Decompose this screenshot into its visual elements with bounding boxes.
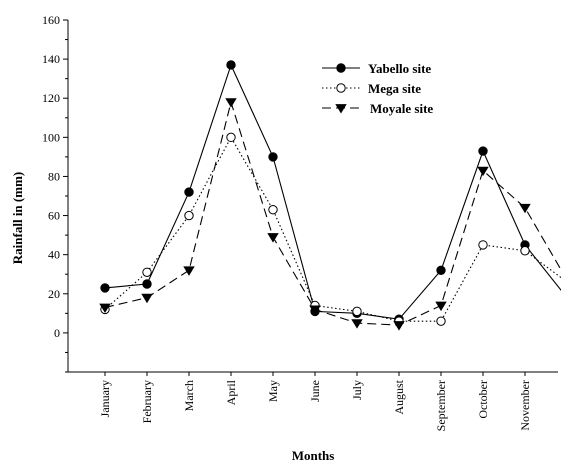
marker-filled-circle — [478, 146, 488, 156]
y-tick-label: 100 — [42, 130, 60, 144]
x-axis-title: Months — [292, 448, 335, 461]
x-tick-label: July — [350, 380, 364, 400]
marker-open-circle — [478, 240, 488, 250]
marker-open-circle — [520, 246, 530, 256]
y-axis-title: Rainfall in (mm) — [10, 172, 25, 264]
x-tick-label: April — [224, 379, 238, 405]
marker-open-circle — [352, 306, 362, 317]
data-series — [99, 60, 561, 331]
x-tick-label: June — [308, 380, 322, 402]
y-tick-label: 80 — [48, 169, 60, 183]
marker-filled-circle — [100, 283, 110, 293]
x-tick-label: November — [518, 380, 532, 431]
x-tick-label: May — [266, 380, 280, 402]
marker-triangle-down — [309, 305, 321, 315]
legend-label: Moyale site — [370, 101, 433, 116]
series-line — [104, 136, 561, 322]
x-tick-label: January — [98, 380, 112, 417]
y-tick-label: 60 — [48, 209, 60, 223]
legend-label: Yabello site — [368, 61, 431, 76]
marker-filled-circle — [336, 63, 346, 73]
series-line — [104, 63, 561, 320]
x-tick-label: August — [392, 379, 406, 414]
y-tick-label: 0 — [54, 326, 60, 340]
marker-open-circle — [268, 204, 278, 215]
marker-triangle-down — [335, 104, 347, 114]
marker-open-circle — [226, 132, 236, 143]
marker-triangle-down — [393, 321, 405, 331]
marker-filled-circle — [436, 265, 446, 276]
legend-label: Mega site — [368, 81, 421, 96]
marker-triangle-down — [351, 319, 363, 329]
x-tick-label: October — [476, 380, 490, 419]
marker-filled-circle — [268, 152, 278, 162]
y-axis-ticks: 0 20 40 60 80 100 120 140 160 — [42, 13, 68, 373]
x-axis-ticks: January February March April May June July Augu… — [98, 372, 561, 431]
marker-triangle-down — [99, 303, 111, 314]
marker-open-circle — [142, 267, 152, 277]
series-yabello-site — [100, 60, 561, 324]
marker-open-circle — [436, 316, 446, 326]
marker-triangle-down — [267, 233, 279, 243]
series-mega-site — [100, 132, 561, 326]
y-tick-label: 140 — [42, 52, 60, 66]
marker-triangle-down — [477, 166, 489, 177]
y-tick-label: 120 — [42, 91, 60, 105]
marker-filled-circle — [184, 187, 194, 197]
marker-triangle-down — [183, 266, 195, 276]
x-tick-label: September — [434, 380, 448, 431]
marker-filled-circle — [226, 60, 236, 70]
marker-triangle-down — [225, 98, 237, 108]
marker-triangle-down — [519, 203, 531, 214]
legend: Yabello site Mega site Moyale site — [322, 61, 433, 116]
marker-open-circle — [336, 83, 346, 93]
marker-triangle-down — [141, 293, 153, 304]
series-line — [104, 100, 561, 326]
y-tick-label: 40 — [48, 248, 60, 262]
y-tick-label: 160 — [42, 13, 60, 27]
axes — [67, 20, 558, 373]
series-moyale-site — [99, 98, 561, 331]
marker-filled-circle — [142, 279, 152, 289]
marker-triangle-down — [435, 301, 447, 312]
y-tick-label: 20 — [48, 287, 60, 301]
x-tick-label: February — [140, 380, 154, 423]
x-tick-label: March — [182, 380, 196, 411]
marker-open-circle — [184, 210, 194, 221]
